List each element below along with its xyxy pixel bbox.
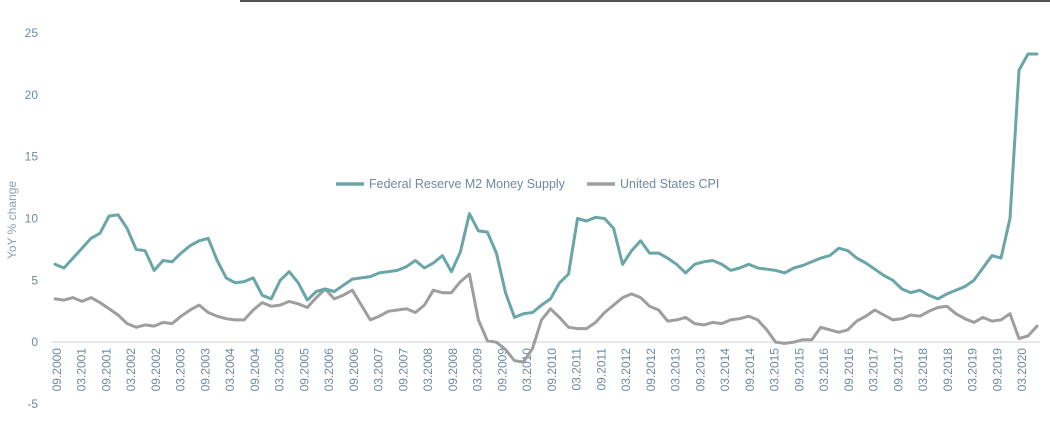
- x-tick-label: 03.2017: [867, 348, 881, 392]
- x-tick-label: 03.2014: [718, 348, 732, 392]
- x-tick-label: 09.2011: [594, 348, 608, 391]
- x-tick-label: 03.2019: [966, 348, 980, 392]
- x-tick-label: 09.2009: [495, 348, 509, 392]
- x-tick-label: 03.2016: [817, 348, 831, 392]
- x-tick-label: 09.2002: [149, 348, 163, 392]
- x-tick-label: 03.2010: [520, 348, 534, 392]
- y-tick-label: 0: [31, 335, 38, 349]
- series-line-m2: [53, 52, 1039, 319]
- x-tick-label: 03.2009: [471, 348, 485, 392]
- x-tick-label: 09.2012: [644, 348, 658, 392]
- x-tick-label: 03.2005: [273, 348, 287, 392]
- y-tick-label: 25: [25, 26, 39, 40]
- x-tick-label: 03.2002: [124, 348, 138, 392]
- x-tick-label: 03.2008: [421, 348, 435, 392]
- x-tick-label: 09.2014: [743, 348, 757, 392]
- series-layer: [53, 52, 1039, 364]
- x-tick-label: 09.2013: [693, 348, 707, 392]
- y-tick-label: 5: [31, 273, 38, 287]
- x-tick-label: 03.2004: [223, 348, 237, 392]
- x-tick-label: 03.2015: [768, 348, 782, 392]
- y-axis-ticks: 25 20 15 10 5 0 -5: [25, 26, 39, 411]
- y-tick-label: 10: [25, 212, 39, 226]
- x-tick-label: 03.2020: [1015, 348, 1029, 392]
- x-tick-label: 09.2000: [50, 348, 64, 392]
- legend-label-m2: Federal Reserve M2 Money Supply: [369, 177, 566, 191]
- x-tick-label: 09.2015: [792, 348, 806, 392]
- y-tick-label: 15: [25, 150, 39, 164]
- x-tick-label: 09.2001: [99, 348, 113, 392]
- x-tick-label: 03.2001: [75, 348, 89, 392]
- x-tick-label: 09.2007: [396, 348, 410, 392]
- x-tick-label: 09.2008: [446, 348, 460, 392]
- x-axis-ticks: 09.2000 03.2001 09.2001 03.2002 09.2002 03.20…: [50, 348, 1029, 392]
- x-tick-label: 09.2017: [891, 348, 905, 392]
- x-tick-label: 09.2005: [297, 348, 311, 392]
- x-tick-label: 03.2013: [669, 348, 683, 392]
- y-tick-label: 20: [25, 88, 39, 102]
- x-tick-label: 09.2018: [941, 348, 955, 392]
- x-tick-label: 03.2011: [570, 348, 584, 391]
- x-tick-label: 03.2006: [322, 348, 336, 392]
- y-tick-label: -5: [27, 397, 38, 411]
- x-tick-label: 03.2018: [916, 348, 930, 392]
- series-line-cpi: [53, 272, 1039, 364]
- y-axis-title: YoY % change: [5, 181, 19, 259]
- x-tick-label: 09.2006: [347, 348, 361, 392]
- x-tick-label: 09.2003: [198, 348, 212, 392]
- x-tick-label: 09.2004: [248, 348, 262, 392]
- x-tick-label: 09.2016: [842, 348, 856, 392]
- x-tick-label: 03.2007: [372, 348, 386, 392]
- x-tick-label: 03.2003: [174, 348, 188, 392]
- x-tick-label: 09.2010: [545, 348, 559, 392]
- x-tick-label: 03.2012: [619, 348, 633, 392]
- legend: Federal Reserve M2 Money Supply United S…: [336, 177, 719, 191]
- legend-label-cpi: United States CPI: [620, 177, 719, 191]
- x-tick-label: 09.2019: [990, 348, 1004, 392]
